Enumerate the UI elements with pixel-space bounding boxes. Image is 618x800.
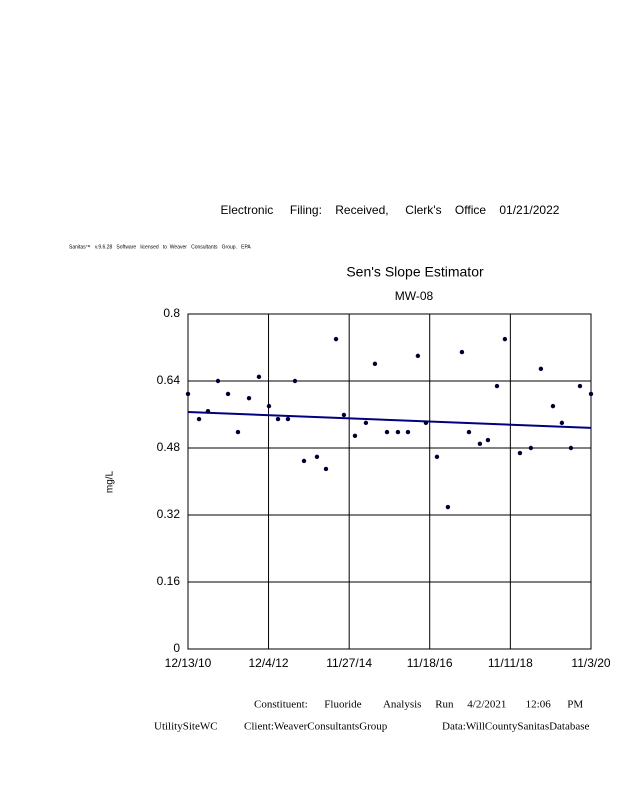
y-tick-label: 0.64 <box>157 373 181 387</box>
data-point <box>494 383 500 389</box>
x-tick-label: 11/27/14 <box>326 656 372 670</box>
data-point <box>292 378 298 384</box>
trend-line <box>187 410 592 429</box>
data-point <box>275 416 281 422</box>
data-point <box>395 429 401 435</box>
chart-subtitle: MW-08 <box>395 289 434 303</box>
data-point <box>384 429 390 435</box>
data-point <box>352 433 358 439</box>
data-point <box>550 403 556 409</box>
data-point <box>502 336 508 342</box>
y-tick-label: 0.48 <box>157 440 181 454</box>
y-tick-label: 0.8 <box>163 306 180 320</box>
x-tick-label: 12/4/12 <box>249 656 289 670</box>
data-point <box>445 504 451 510</box>
data-point <box>415 353 421 359</box>
footer-constituent: Constituent: Fluoride Analysis Run 4/2/2… <box>254 699 583 711</box>
data-point <box>323 466 329 472</box>
footer-data: Data:WillCountySanitasDatabase <box>442 721 590 733</box>
data-point <box>235 429 241 435</box>
y-tick-label: 0.16 <box>157 574 181 588</box>
x-tick-label: 12/13/10 <box>165 656 212 670</box>
data-point <box>517 450 523 456</box>
data-point <box>185 391 191 397</box>
y-axis-label: mg/L <box>105 470 116 493</box>
data-point <box>459 349 465 355</box>
data-point <box>314 454 320 459</box>
y-tick-label: 0.32 <box>157 507 181 521</box>
data-point <box>568 445 574 451</box>
data-point <box>205 408 211 414</box>
data-point <box>466 429 472 435</box>
data-point <box>285 416 291 422</box>
x-tick-label: 11/11/18 <box>488 656 533 670</box>
filing-stamp: Electronic Filing: Received, Clerk's Off… <box>221 203 560 217</box>
data-point <box>301 458 307 464</box>
data-point <box>266 403 272 409</box>
x-tick-label: 11/18/16 <box>407 656 453 670</box>
data-point <box>196 416 202 422</box>
data-point <box>333 336 339 342</box>
data-point <box>423 420 429 426</box>
data-point <box>225 391 231 397</box>
license-note: Sanitas™ v.9.6.28 Software licensed to W… <box>69 244 251 250</box>
plot-area <box>187 313 592 650</box>
data-point <box>341 412 347 418</box>
chart-title: Sen's Slope Estimator <box>346 264 484 280</box>
data-point <box>363 420 369 426</box>
data-point <box>256 374 262 380</box>
data-point <box>538 366 544 372</box>
x-tick-label: 11/3/20 <box>571 656 610 670</box>
footer-client: Client:WeaverConsultantsGroup <box>244 721 388 733</box>
data-point <box>215 378 221 384</box>
data-point <box>559 420 565 426</box>
y-tick-label: 0 <box>173 641 180 655</box>
data-point <box>577 383 583 389</box>
data-point <box>434 454 440 459</box>
data-point <box>246 395 252 401</box>
data-point <box>588 391 594 397</box>
data-point <box>405 429 411 435</box>
data-point <box>477 441 483 447</box>
data-point <box>372 361 378 367</box>
data-point <box>528 445 534 451</box>
footer-site: UtilitySiteWC <box>154 721 218 733</box>
data-point <box>485 437 491 443</box>
